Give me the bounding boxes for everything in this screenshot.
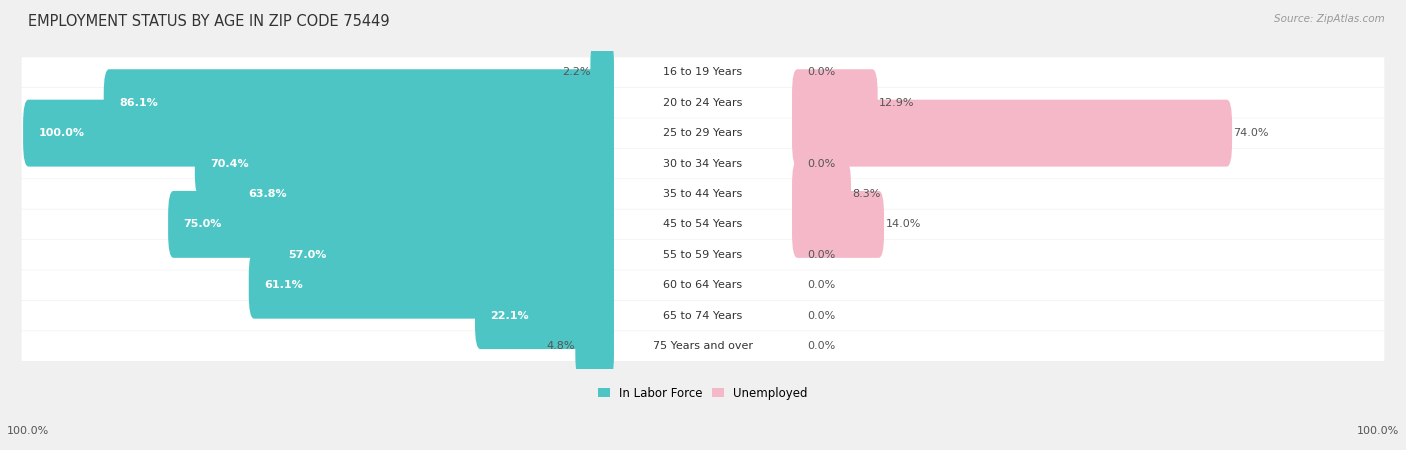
FancyBboxPatch shape [792, 191, 884, 258]
FancyBboxPatch shape [195, 130, 614, 197]
FancyBboxPatch shape [233, 161, 614, 227]
Text: 12.9%: 12.9% [879, 98, 914, 108]
FancyBboxPatch shape [792, 99, 1232, 166]
Text: 14.0%: 14.0% [886, 220, 921, 230]
FancyBboxPatch shape [21, 301, 1385, 331]
FancyBboxPatch shape [475, 282, 614, 349]
Text: 8.3%: 8.3% [852, 189, 880, 199]
FancyBboxPatch shape [22, 99, 614, 166]
Text: 74.0%: 74.0% [1233, 128, 1270, 138]
Text: 86.1%: 86.1% [120, 98, 157, 108]
FancyBboxPatch shape [21, 118, 1385, 148]
FancyBboxPatch shape [273, 221, 614, 288]
FancyBboxPatch shape [21, 88, 1385, 117]
FancyBboxPatch shape [21, 209, 1385, 239]
Text: 63.8%: 63.8% [249, 189, 287, 199]
Text: 45 to 54 Years: 45 to 54 Years [664, 220, 742, 230]
Text: 57.0%: 57.0% [288, 250, 326, 260]
Text: 70.4%: 70.4% [211, 158, 249, 169]
Text: 0.0%: 0.0% [807, 158, 835, 169]
FancyBboxPatch shape [575, 313, 614, 379]
FancyBboxPatch shape [21, 240, 1385, 270]
Text: 75 Years and over: 75 Years and over [652, 341, 754, 351]
FancyBboxPatch shape [792, 161, 851, 227]
Text: 30 to 34 Years: 30 to 34 Years [664, 158, 742, 169]
Text: 0.0%: 0.0% [807, 280, 835, 290]
FancyBboxPatch shape [792, 69, 877, 136]
FancyBboxPatch shape [21, 179, 1385, 209]
Text: 22.1%: 22.1% [491, 310, 529, 321]
Text: 100.0%: 100.0% [38, 128, 84, 138]
Text: 100.0%: 100.0% [1357, 427, 1399, 436]
FancyBboxPatch shape [169, 191, 614, 258]
Text: 65 to 74 Years: 65 to 74 Years [664, 310, 742, 321]
FancyBboxPatch shape [591, 39, 614, 106]
Text: 0.0%: 0.0% [807, 341, 835, 351]
Text: 61.1%: 61.1% [264, 280, 304, 290]
Text: EMPLOYMENT STATUS BY AGE IN ZIP CODE 75449: EMPLOYMENT STATUS BY AGE IN ZIP CODE 754… [28, 14, 389, 28]
Text: 100.0%: 100.0% [7, 427, 49, 436]
Text: 35 to 44 Years: 35 to 44 Years [664, 189, 742, 199]
Text: 25 to 29 Years: 25 to 29 Years [664, 128, 742, 138]
Text: 60 to 64 Years: 60 to 64 Years [664, 280, 742, 290]
FancyBboxPatch shape [249, 252, 614, 319]
Text: 75.0%: 75.0% [184, 220, 222, 230]
Text: 4.8%: 4.8% [547, 341, 575, 351]
FancyBboxPatch shape [21, 331, 1385, 361]
FancyBboxPatch shape [21, 270, 1385, 300]
FancyBboxPatch shape [104, 69, 614, 136]
Text: 0.0%: 0.0% [807, 68, 835, 77]
FancyBboxPatch shape [21, 148, 1385, 179]
Text: 16 to 19 Years: 16 to 19 Years [664, 68, 742, 77]
Text: Source: ZipAtlas.com: Source: ZipAtlas.com [1274, 14, 1385, 23]
Text: 0.0%: 0.0% [807, 250, 835, 260]
Text: 55 to 59 Years: 55 to 59 Years [664, 250, 742, 260]
Text: 2.2%: 2.2% [562, 68, 591, 77]
Text: 20 to 24 Years: 20 to 24 Years [664, 98, 742, 108]
Legend: In Labor Force, Unemployed: In Labor Force, Unemployed [593, 382, 813, 404]
Text: 0.0%: 0.0% [807, 310, 835, 321]
FancyBboxPatch shape [21, 58, 1385, 87]
